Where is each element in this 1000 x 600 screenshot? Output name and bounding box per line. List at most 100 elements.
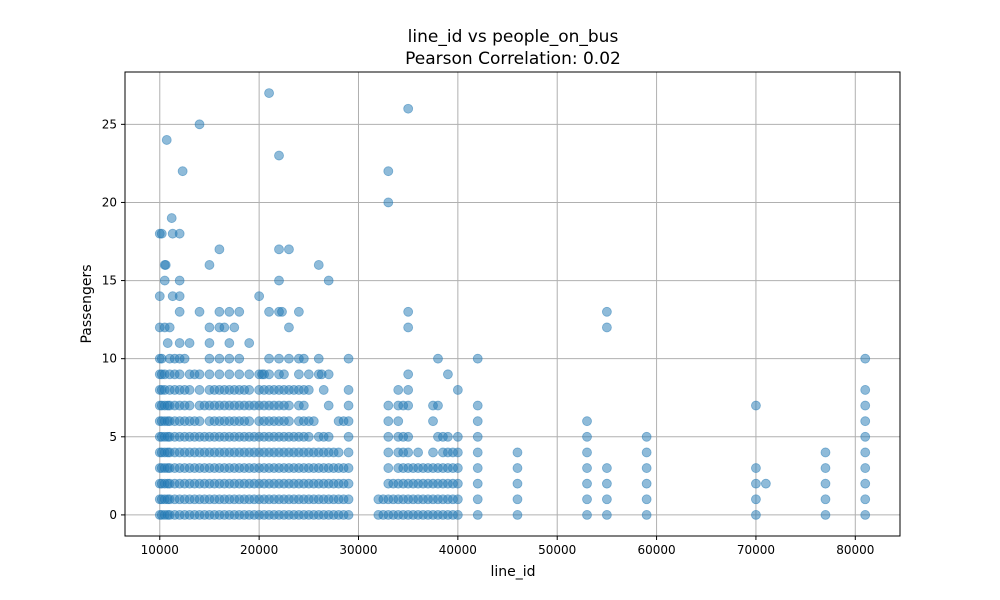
scatter-point xyxy=(472,463,483,473)
scatter-point xyxy=(264,353,274,364)
x-tick-label: 70000 xyxy=(737,543,775,557)
plot-frame xyxy=(124,71,901,537)
scatter-point xyxy=(820,510,831,520)
scatter-point xyxy=(343,463,354,473)
scatter-point xyxy=(177,166,188,177)
scatter-point xyxy=(277,306,287,317)
scatter-point xyxy=(166,213,177,223)
scatter-point xyxy=(154,291,165,302)
scatter-point xyxy=(194,306,205,317)
scatter-point xyxy=(264,88,274,98)
scatter-point xyxy=(641,478,652,489)
scatter-point xyxy=(298,400,309,411)
scatter-point xyxy=(452,431,463,442)
x-tick-label: 20000 xyxy=(240,543,278,557)
scatter-point xyxy=(244,416,255,427)
scatter-point xyxy=(214,244,225,255)
scatter-point xyxy=(214,353,225,364)
y-tick-label: 20 xyxy=(102,195,117,209)
scatter-point xyxy=(472,510,483,520)
scatter-point xyxy=(512,447,523,458)
scatter-point xyxy=(224,306,235,317)
scatter-point xyxy=(204,369,215,380)
scatter-point xyxy=(298,353,309,364)
scatter-point xyxy=(443,431,453,442)
scatter-point xyxy=(582,478,592,489)
scatter-point xyxy=(264,306,274,317)
scatter-point xyxy=(383,197,394,208)
scatter-point xyxy=(641,447,652,458)
scatter-point xyxy=(323,400,334,411)
scatter-point xyxy=(179,353,190,364)
scatter-point xyxy=(343,494,354,505)
scatter-point xyxy=(512,463,523,473)
scatter-point xyxy=(820,447,831,458)
x-tick-label: 10000 xyxy=(141,543,179,557)
scatter-point xyxy=(323,275,334,286)
y-tick-label: 25 xyxy=(102,117,117,131)
scatter-point xyxy=(274,353,284,364)
chart-subtitle: Pearson Correlation: 0.02 xyxy=(405,49,621,69)
scatter-point xyxy=(303,385,314,395)
scatter-point xyxy=(204,260,215,270)
scatter-point xyxy=(403,400,414,411)
scatter-point xyxy=(194,385,205,395)
scatter-point xyxy=(234,353,245,364)
scatter-point xyxy=(452,385,463,395)
scatter-point xyxy=(428,447,438,458)
scatter-point xyxy=(323,369,334,380)
grid xyxy=(125,72,900,536)
scatter-point xyxy=(254,291,265,302)
scatter-point xyxy=(383,463,394,473)
scatter-point xyxy=(472,447,483,458)
scatter-point xyxy=(343,478,354,489)
y-tick-label: 5 xyxy=(109,430,117,444)
y-axis-label: Passengers xyxy=(79,264,95,343)
scatter-point xyxy=(159,275,170,286)
scatter-point xyxy=(393,416,404,427)
scatter-point xyxy=(224,338,235,348)
scatter-point xyxy=(284,322,294,333)
scatter-point xyxy=(293,369,304,380)
scatter-point xyxy=(820,478,831,489)
scatter-point xyxy=(751,400,761,411)
scatter-point xyxy=(820,463,831,473)
scatter-point xyxy=(641,463,652,473)
scatter-point xyxy=(162,338,173,348)
scatter-point xyxy=(184,338,195,348)
scatter-point xyxy=(383,416,394,427)
scatter-point xyxy=(452,478,463,489)
scatter-point xyxy=(601,478,612,489)
scatter-point xyxy=(194,416,205,427)
x-tick-label: 30000 xyxy=(339,543,377,557)
x-tick-label: 50000 xyxy=(538,543,576,557)
scatter-point xyxy=(860,416,871,427)
chart-title: line_id vs people_on_bus xyxy=(408,27,619,47)
x-axis-ticks: 10000 20000 30000 40000 50000 60000 70000 80000 xyxy=(141,536,874,557)
x-tick-label: 60000 xyxy=(637,543,675,557)
scatter-point xyxy=(333,447,344,458)
scatter-point xyxy=(601,510,612,520)
scatter-point xyxy=(264,369,274,380)
scatter-point xyxy=(161,135,172,145)
scatter-point xyxy=(174,275,185,286)
scatter-point xyxy=(512,510,523,520)
scatter-point xyxy=(383,431,394,442)
scatter-point xyxy=(284,244,294,255)
scatter-point xyxy=(582,431,592,442)
scatter-point xyxy=(403,306,414,317)
scatter-point xyxy=(313,353,324,364)
scatter-point xyxy=(244,369,255,380)
scatter-point xyxy=(428,416,438,427)
scatter-point xyxy=(641,510,652,520)
scatter-point xyxy=(174,228,185,239)
scatter-point xyxy=(452,463,463,473)
scatter-point xyxy=(184,385,195,395)
x-tick-label: 80000 xyxy=(836,543,874,557)
scatter-point xyxy=(224,353,235,364)
scatter-point xyxy=(582,447,592,458)
scatter-point xyxy=(234,306,245,317)
scatter-point xyxy=(403,385,414,395)
scatter-point xyxy=(601,494,612,505)
scatter-point xyxy=(318,385,329,395)
